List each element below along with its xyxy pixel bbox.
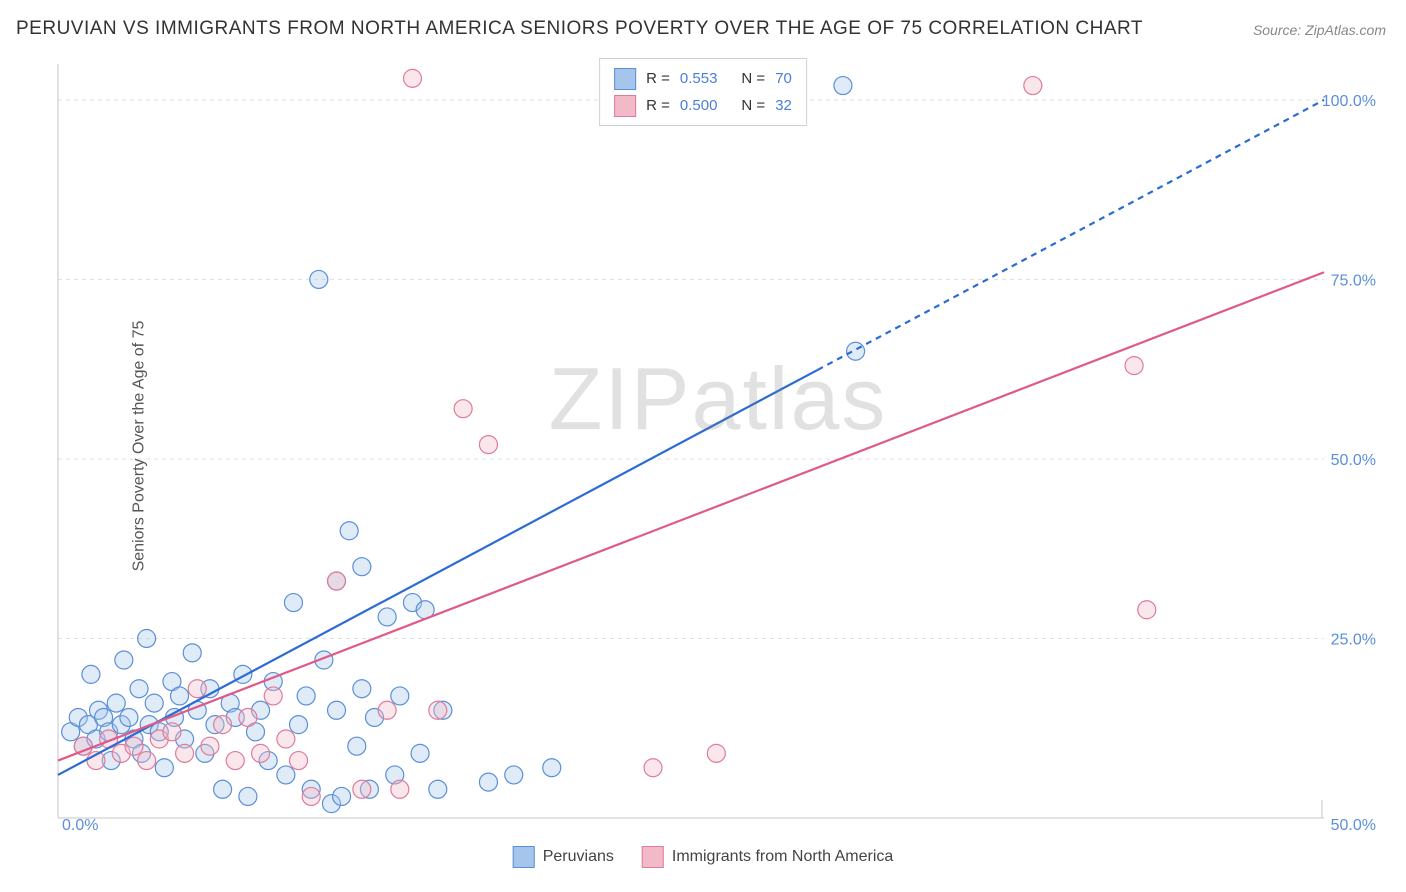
r-value-0: 0.553 [680, 65, 718, 92]
stats-row-1: R = 0.500 N = 32 [614, 92, 792, 119]
svg-text:25.0%: 25.0% [1331, 631, 1376, 648]
svg-text:0.0%: 0.0% [62, 817, 98, 830]
chart-title: PERUVIAN VS IMMIGRANTS FROM NORTH AMERIC… [16, 18, 1143, 40]
svg-text:100.0%: 100.0% [1322, 93, 1376, 110]
scatter-plot-svg: 25.0% 50.0% 75.0% 100.0% 0.0% 50.0% [52, 60, 1384, 830]
svg-text:50.0%: 50.0% [1331, 452, 1376, 469]
series-legend: Peruvians Immigrants from North America [513, 846, 894, 868]
svg-text:50.0%: 50.0% [1331, 817, 1376, 830]
n-label: N = [741, 92, 765, 119]
legend-label-0: Peruvians [543, 848, 614, 866]
svg-text:75.0%: 75.0% [1331, 272, 1376, 289]
chart-area: 25.0%50.0%75.0%100.0%0.0%50.0% ZIPatlas [52, 60, 1384, 830]
r-label: R = [646, 92, 670, 119]
n-value-0: 70 [775, 65, 792, 92]
legend-item-0: Peruvians [513, 846, 614, 868]
r-value-1: 0.500 [680, 92, 718, 119]
n-value-1: 32 [775, 92, 792, 119]
stats-legend: R = 0.553 N = 70 R = 0.500 N = 32 [599, 58, 807, 126]
legend-label-1: Immigrants from North America [672, 848, 893, 866]
source-attribution: Source: ZipAtlas.com [1253, 22, 1386, 38]
stats-row-0: R = 0.553 N = 70 [614, 65, 792, 92]
swatch-series-1 [614, 95, 636, 117]
swatch-series-0 [513, 846, 535, 868]
n-label: N = [741, 65, 765, 92]
r-label: R = [646, 65, 670, 92]
swatch-series-1 [642, 846, 664, 868]
legend-item-1: Immigrants from North America [642, 846, 893, 868]
swatch-series-0 [614, 68, 636, 90]
